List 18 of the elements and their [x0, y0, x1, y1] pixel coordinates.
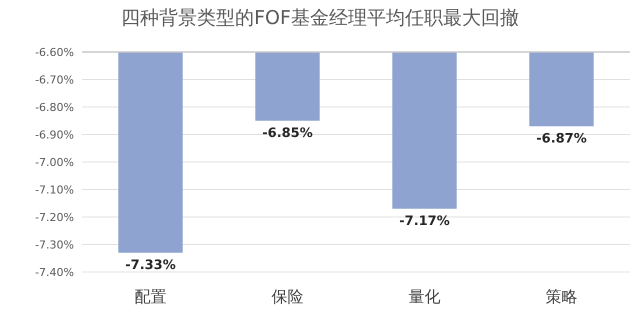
y-tick-label: -6.80%	[35, 101, 74, 114]
x-tick-label: 保险	[272, 287, 304, 306]
y-tick-label: -7.40%	[35, 266, 74, 279]
y-tick-label: -7.20%	[35, 211, 74, 224]
x-tick-label: 策略	[546, 287, 578, 306]
y-tick-label: -7.00%	[35, 156, 74, 169]
y-tick-label: -6.90%	[35, 128, 74, 142]
data-label: -6.87%	[536, 131, 587, 146]
y-tick-label: -7.10%	[35, 184, 74, 196]
data-label: -7.33%	[125, 258, 176, 273]
y-tick-label: -6.70%	[35, 74, 74, 86]
data-label: -6.85%	[262, 126, 313, 141]
x-tick-label: 量化	[408, 287, 440, 306]
y-tick-label: -6.60%	[35, 46, 74, 59]
y-tick-label: -7.30%	[35, 238, 74, 252]
chart-title: 四种背景类型的FOF基金经理平均任职最大回撤	[121, 7, 519, 29]
x-tick-label: 配置	[134, 287, 166, 306]
data-label: -7.17%	[399, 214, 450, 229]
